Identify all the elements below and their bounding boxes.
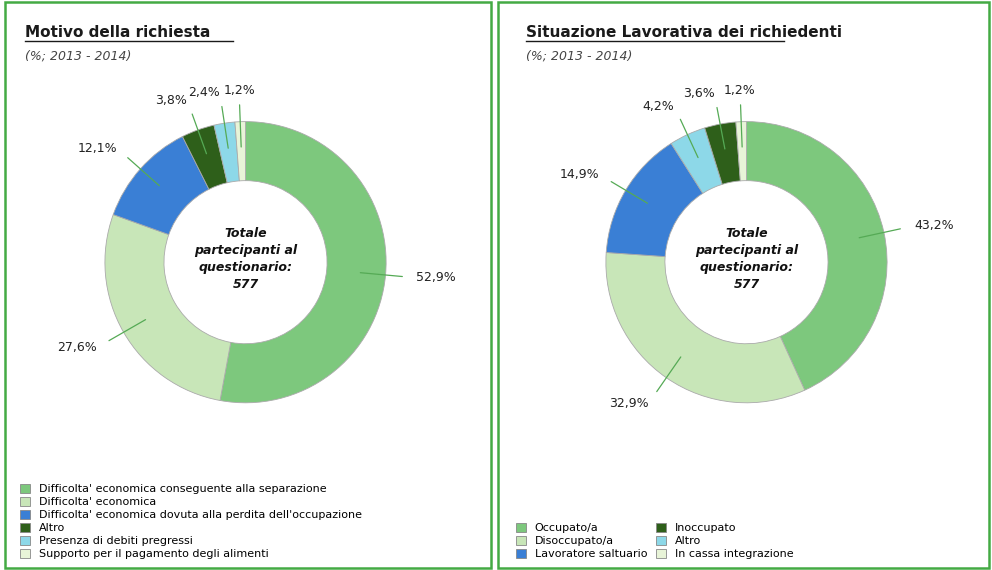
Text: 32,9%: 32,9% [609, 397, 649, 410]
Wedge shape [113, 137, 209, 235]
Text: Totale
partecipanti al
questionario:
577: Totale partecipanti al questionario: 577 [695, 227, 798, 291]
Text: 52,9%: 52,9% [417, 271, 456, 284]
Wedge shape [736, 121, 747, 181]
Text: 2,4%: 2,4% [188, 86, 220, 99]
Text: Totale
partecipanti al
questionario:
577: Totale partecipanti al questionario: 577 [194, 227, 297, 291]
Legend: Occupato/a, Disoccupato/a, Lavoratore saltuario, Inoccupato, Altro, In cassa int: Occupato/a, Disoccupato/a, Lavoratore sa… [514, 521, 796, 561]
Legend: Difficolta' economica conseguente alla separazione, Difficolta' economica, Diffi: Difficolta' economica conseguente alla s… [18, 482, 364, 561]
Text: (%; 2013 - 2014): (%; 2013 - 2014) [25, 50, 131, 63]
Text: 1,2%: 1,2% [724, 84, 756, 97]
Wedge shape [220, 121, 386, 403]
Wedge shape [105, 214, 231, 401]
Wedge shape [746, 121, 887, 390]
Wedge shape [183, 125, 227, 189]
Wedge shape [214, 122, 239, 183]
Text: 4,2%: 4,2% [643, 100, 675, 113]
Text: 3,8%: 3,8% [156, 94, 187, 107]
Text: 27,6%: 27,6% [57, 341, 97, 354]
Wedge shape [606, 144, 702, 256]
Text: (%; 2013 - 2014): (%; 2013 - 2014) [526, 50, 632, 63]
Text: 1,2%: 1,2% [223, 84, 255, 97]
Wedge shape [235, 121, 246, 181]
Text: Situazione Lavorativa dei richiedenti: Situazione Lavorativa dei richiedenti [526, 25, 842, 40]
Text: 43,2%: 43,2% [914, 219, 953, 233]
Text: Motivo della richiesta: Motivo della richiesta [25, 25, 210, 40]
Text: 14,9%: 14,9% [559, 168, 599, 181]
Text: 3,6%: 3,6% [682, 87, 714, 100]
Wedge shape [704, 122, 740, 184]
Wedge shape [672, 128, 722, 193]
Wedge shape [606, 253, 805, 403]
Text: 12,1%: 12,1% [77, 142, 117, 155]
